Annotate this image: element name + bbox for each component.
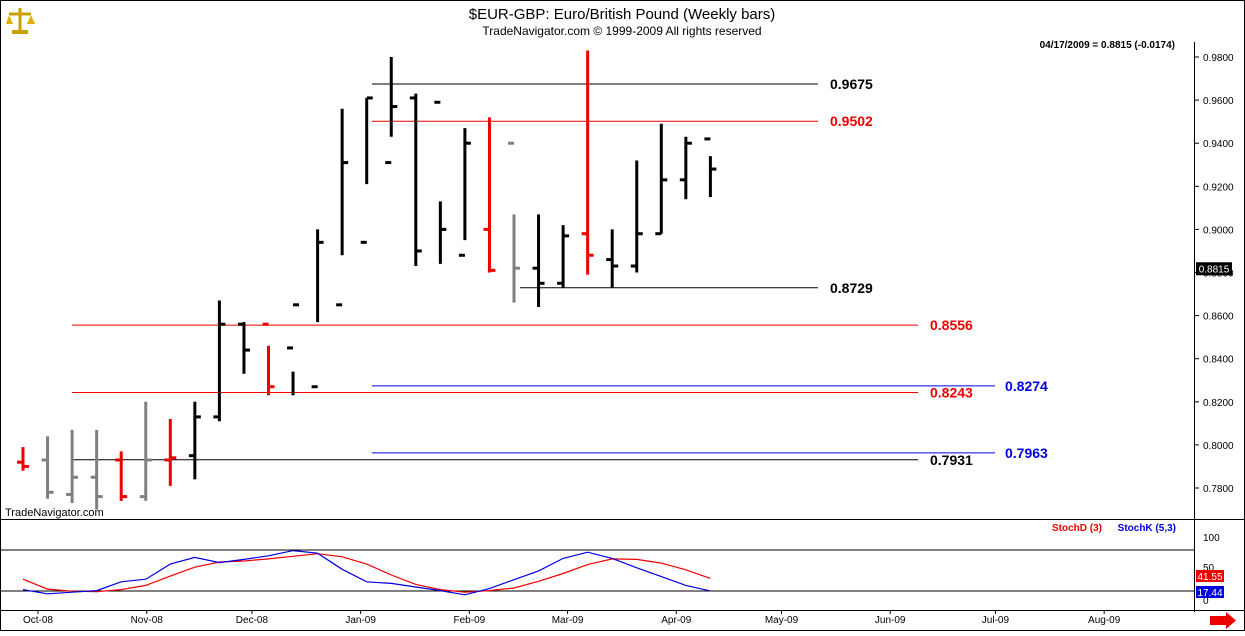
ohlc-bar — [66, 429, 79, 504]
time-tick-label: Nov-08 — [131, 615, 164, 626]
level-label: 0.8729 — [830, 280, 873, 296]
copyright-text: TradeNavigator.com © 1999-2009 All right… — [482, 24, 761, 38]
price-tick-label: 0.8200 — [1203, 398, 1234, 409]
ohlc-bar — [139, 401, 152, 501]
stoch-k-value-marker: 17.44 — [1196, 586, 1224, 599]
ohlc-bar — [17, 447, 29, 471]
ohlc-bar — [704, 137, 717, 198]
level-label: 0.8274 — [1005, 378, 1048, 394]
ohlc-bar — [508, 141, 520, 303]
ohlc-bar — [237, 322, 250, 374]
level-label: 0.9502 — [830, 113, 873, 129]
stoch-tick-label: 50 — [1203, 563, 1215, 574]
stoch-series-line — [22, 549, 711, 596]
ohlc-bar — [532, 214, 545, 307]
ohlc-bar — [115, 451, 128, 501]
ohlc-bar — [606, 229, 619, 288]
stochastic-pane: 100 50 0 — [1, 533, 1220, 607]
price-tick-label: 0.9000 — [1203, 225, 1234, 236]
ohlc-bar — [655, 123, 668, 236]
price-tick-label: 0.9600 — [1203, 96, 1234, 107]
time-tick-label: Jul-09 — [982, 615, 1010, 626]
stoch-d-value-marker: 41.55 — [1196, 570, 1224, 583]
ohlc-bar — [434, 100, 447, 264]
level-label: 0.8243 — [930, 385, 973, 401]
ohlc-bar — [360, 96, 373, 244]
time-tick-label: Aug-09 — [1088, 615, 1121, 626]
ohlc-bar — [385, 57, 398, 165]
time-tick-label: Oct-08 — [23, 615, 53, 626]
time-tick-label: Feb-09 — [454, 615, 486, 626]
scales-logo-icon — [4, 4, 37, 37]
price-tick-label: 0.8000 — [1203, 441, 1234, 452]
watermark-text: TradeNavigator.com — [5, 507, 104, 519]
ohlc-bar — [581, 50, 594, 275]
ohlc-bar — [41, 436, 54, 499]
time-tick-label: Jun-09 — [875, 615, 906, 626]
ohlc-bar — [213, 300, 226, 422]
legend-stoch-k: StochK (5,3) — [1118, 523, 1176, 534]
stoch-series-line — [22, 553, 711, 593]
price-tick-label: 0.8400 — [1203, 355, 1234, 366]
stochastic-lines — [22, 549, 711, 596]
ohlc-bar — [336, 108, 349, 307]
last-price-label: 0.8815 — [1199, 264, 1230, 275]
ohlc-bar — [557, 225, 570, 288]
time-tick-label: Mar-09 — [552, 615, 584, 626]
price-tick-label: 0.9400 — [1203, 139, 1234, 150]
quote-readout: 04/17/2009 = 0.8815 (-0.0174) — [1040, 40, 1175, 51]
level-label: 0.9675 — [830, 76, 873, 92]
legend-stoch-d: StochD (3) — [1052, 523, 1102, 534]
level-label: 0.7963 — [1005, 445, 1048, 461]
time-tick-label: May-09 — [765, 615, 799, 626]
time-tick-label: Apr-09 — [661, 615, 691, 626]
ohlc-bar — [188, 401, 201, 480]
ohlc-bar — [164, 419, 177, 486]
price-tick-label: 0.8600 — [1203, 312, 1234, 323]
scroll-right-arrow-icon[interactable] — [1205, 612, 1237, 629]
ohlc-bar — [483, 117, 496, 273]
ohlc-bar — [458, 128, 471, 257]
stoch-k-value-label: 17.44 — [1197, 588, 1222, 599]
time-tick-label: Jan-09 — [345, 615, 376, 626]
chart-title: $EUR-GBP: Euro/British Pound (Weekly bar… — [469, 6, 776, 23]
ohlc-bar — [630, 160, 643, 273]
support-resistance-levels: 0.9675 0.9502 0.8729 0.8556 0.8274 0.8243 0.79… — [72, 76, 1048, 468]
ohlc-bar — [679, 136, 692, 200]
ohlc-bar — [287, 303, 300, 396]
ohlc-bar — [409, 93, 422, 267]
level-label: 0.8556 — [930, 317, 973, 333]
price-tick-label: 0.7800 — [1203, 484, 1234, 495]
stoch-d-value-label: 41.55 — [1197, 572, 1222, 583]
ohlc-bar — [311, 229, 324, 389]
stoch-tick-label: 100 — [1203, 533, 1220, 544]
ohlc-bar — [90, 429, 103, 510]
price-tick-label: 0.9800 — [1203, 53, 1234, 64]
ohlc-bar — [262, 322, 275, 396]
stoch-tick-label: 0 — [1203, 596, 1209, 607]
last-price-marker: 0.8815 — [1196, 262, 1232, 276]
price-tick-label: 0.9200 — [1203, 182, 1234, 193]
time-tick-label: Dec-08 — [236, 615, 269, 626]
time-axis: Oct-08 Nov-08 Dec-08 Jan-09 Feb-09 Mar-09 Apr-… — [23, 610, 1121, 626]
level-label: 0.7931 — [930, 452, 973, 468]
price-bars — [17, 50, 717, 510]
